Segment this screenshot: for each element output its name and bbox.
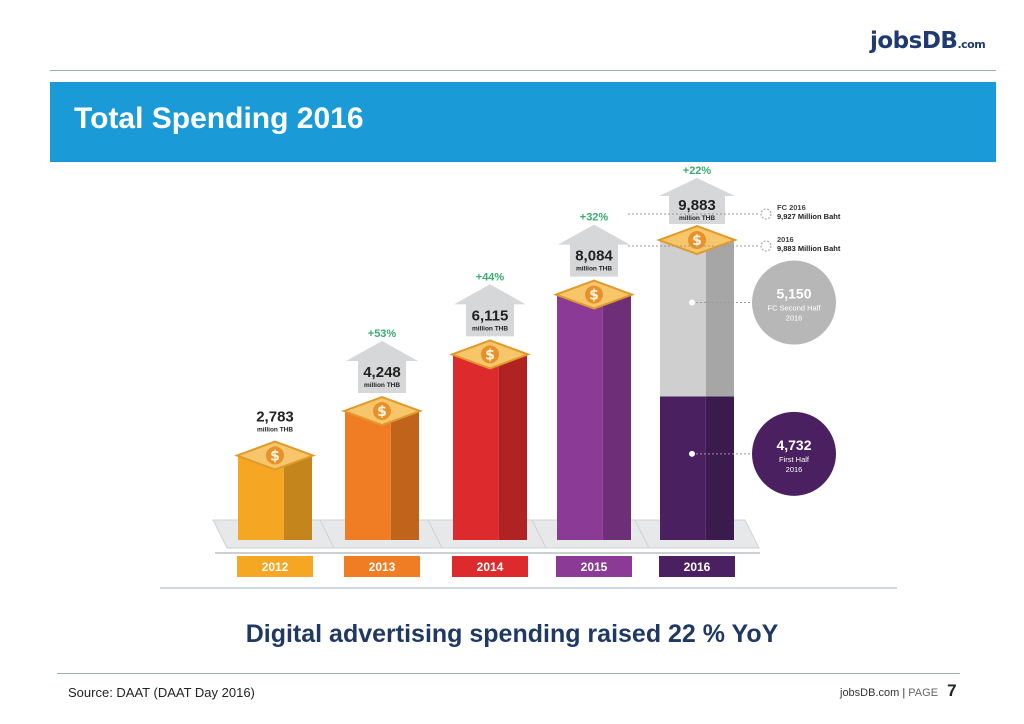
bar-2015-dollar-sign: $: [589, 288, 599, 304]
bar-2012-coin: [266, 446, 284, 465]
callout-caption1-0: FC Second Half: [768, 304, 822, 313]
annotation-title-0: FC 2016: [777, 203, 806, 212]
bar-2012-year-box: [237, 556, 313, 577]
bar-2016-growth-label: +22%: [683, 165, 712, 177]
bar-2015-unit-label: million THB: [576, 266, 612, 273]
footer-page-label: PAGE: [908, 687, 939, 699]
annotation-text-0: 9,927 Million Baht: [777, 212, 841, 221]
bar-2013-growth-label: +53%: [368, 328, 397, 340]
bar-2016-year-box: [659, 556, 735, 577]
callout-caption1-1: First Half: [779, 455, 810, 464]
callout-circle-0: [752, 260, 836, 345]
bar-2016-dollar-sign: $: [692, 233, 702, 249]
callout-value-1: 4,732: [776, 437, 811, 453]
bar-2013-dollar-sign: $: [377, 404, 387, 420]
callout-dot-0: [689, 299, 695, 306]
annotation-marker-1: [760, 240, 772, 252]
footer-site: jobsDB.com: [840, 687, 900, 699]
callout-caption2-1: 2016: [786, 465, 803, 474]
bar-2012-unit-label: million THB: [257, 427, 293, 434]
callout-caption2-0: 2016: [786, 314, 803, 323]
bar-2013-side: [390, 411, 419, 540]
bar-2015-side: [602, 294, 631, 540]
bar-2014-value-label: 6,115: [472, 307, 509, 324]
bar-2014-growth-arrow: [454, 284, 526, 337]
bar-2014-side: [498, 354, 527, 540]
bar-2013-coin: [373, 402, 391, 421]
bar-2012-side: [283, 455, 312, 540]
bar-2015-value-label: 8,084: [575, 248, 613, 265]
bar-2015-growth-arrow: [558, 224, 630, 277]
annotation-title-1: 2016: [777, 235, 794, 244]
bar-2016-second-half-side: [705, 240, 734, 397]
bar-2014-unit-label: million THB: [472, 325, 508, 332]
bar-2014-front: [453, 354, 499, 540]
bar-2013-front: [345, 411, 391, 540]
source-note: Source: DAAT (DAAT Day 2016): [68, 685, 255, 700]
bar-2013-growth-arrow: [346, 341, 418, 394]
bar-2016-year-label: 2016: [684, 560, 711, 574]
callout-dot-1: [689, 450, 695, 457]
bar-2014-dollar-sign: $: [485, 347, 495, 363]
annotation-marker-0: [760, 208, 772, 220]
bar-2013-value-label: 4,248: [363, 364, 401, 381]
bar-2015-year-label: 2015: [581, 560, 608, 574]
footer-divider: [57, 673, 960, 674]
bar-2016-first-half-side: [705, 396, 734, 540]
bar-2012-year-label: 2012: [262, 560, 289, 574]
bar-2014-year-label: 2014: [477, 560, 504, 574]
bar-2012-dollar-sign: $: [270, 449, 280, 465]
title-banner: Total Spending 2016: [50, 82, 996, 162]
callout-circle-1: [752, 411, 836, 496]
annotation-text-1: 9,883 Million Baht: [777, 244, 841, 253]
bar-2016-value-label: 9,883: [678, 197, 716, 214]
header-divider: [50, 70, 996, 71]
bar-2013-unit-label: million THB: [364, 382, 400, 389]
bar-2013-year-box: [344, 556, 420, 577]
jobsdb-logo: jobsDB.com: [870, 28, 986, 54]
callout-value-0: 5,150: [776, 286, 811, 302]
bar-2015-coin: [585, 285, 603, 304]
page-footer: jobsDB.com | PAGE 7: [840, 681, 957, 701]
slide-title: Total Spending 2016: [74, 102, 364, 135]
page-number: 7: [947, 681, 957, 700]
footer-separator: |: [902, 687, 906, 699]
bar-2016-unit-label: million THB: [679, 215, 715, 222]
bar-2016-second-half-front: [660, 240, 706, 397]
bar-2014-year-box: [452, 556, 528, 577]
bar-2015-year-box: [556, 556, 632, 577]
bar-2013-year-label: 2013: [369, 560, 396, 574]
bar-2016-first-half-front: [660, 396, 706, 540]
bar-2014-coin: [481, 345, 499, 364]
bar-2016-growth-arrow: [659, 178, 735, 225]
bar-2012-value-label: 2,783: [256, 409, 294, 426]
bar-2016-coin: [688, 231, 706, 250]
bar-2014-growth-label: +44%: [476, 271, 505, 283]
headline-text: Digital advertising spending raised 22 %…: [245, 620, 779, 648]
bar-2015-front: [557, 294, 603, 540]
bar-2015-growth-label: +32%: [580, 212, 609, 224]
